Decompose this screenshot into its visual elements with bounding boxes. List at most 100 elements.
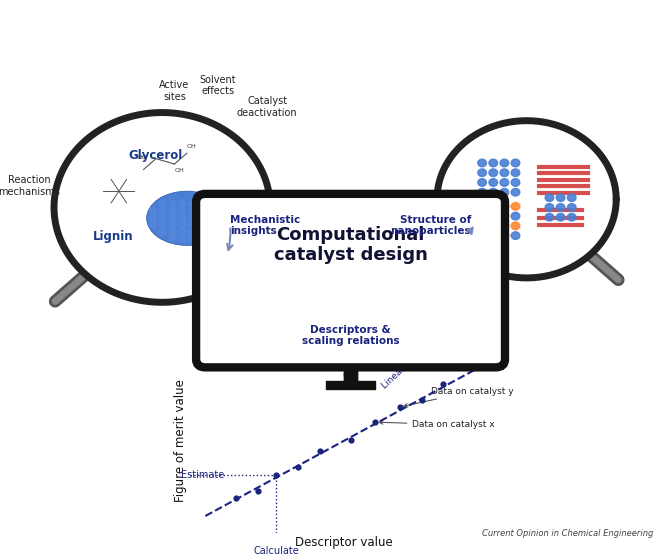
Text: OH: OH [175, 168, 184, 173]
Circle shape [556, 204, 565, 211]
Circle shape [199, 228, 206, 235]
Circle shape [478, 179, 486, 186]
Circle shape [189, 207, 196, 214]
Circle shape [478, 159, 486, 167]
Text: Descriptors &
scaling relations: Descriptors & scaling relations [301, 325, 400, 346]
Circle shape [511, 222, 520, 229]
Text: Structure of
nanoparticles: Structure of nanoparticles [390, 214, 471, 236]
Text: OH: OH [187, 144, 197, 149]
Circle shape [478, 203, 486, 210]
Polygon shape [437, 121, 616, 278]
Circle shape [500, 179, 509, 186]
Text: Computational
catalyst design: Computational catalyst design [273, 226, 428, 265]
Circle shape [489, 188, 498, 196]
Circle shape [209, 228, 216, 235]
Circle shape [179, 214, 186, 221]
Text: HO: HO [137, 155, 147, 160]
Text: Glycerol: Glycerol [129, 149, 183, 162]
Circle shape [159, 228, 167, 235]
Circle shape [179, 207, 186, 214]
Circle shape [478, 232, 486, 240]
Circle shape [545, 194, 554, 202]
Circle shape [189, 222, 196, 228]
Circle shape [179, 236, 186, 242]
Circle shape [568, 194, 576, 202]
Circle shape [189, 214, 196, 221]
Circle shape [511, 179, 520, 186]
Text: Active
sites: Active sites [159, 80, 189, 102]
Circle shape [169, 201, 176, 207]
Circle shape [199, 201, 206, 207]
Circle shape [511, 169, 520, 177]
Text: Lignin: Lignin [93, 230, 133, 243]
Circle shape [199, 207, 206, 214]
Text: Mechanistic
insights: Mechanistic insights [230, 214, 300, 236]
Circle shape [159, 222, 167, 228]
Circle shape [500, 222, 509, 229]
Circle shape [489, 203, 498, 210]
Circle shape [189, 201, 196, 207]
Circle shape [169, 207, 176, 214]
Circle shape [545, 204, 554, 211]
Circle shape [169, 228, 176, 235]
Circle shape [199, 214, 206, 221]
Polygon shape [344, 365, 357, 381]
Circle shape [159, 201, 167, 207]
FancyBboxPatch shape [196, 194, 505, 368]
Circle shape [209, 214, 216, 221]
Circle shape [199, 222, 206, 228]
Circle shape [159, 207, 167, 214]
Circle shape [489, 232, 498, 240]
Text: Catalyst
deactivation: Catalyst deactivation [237, 96, 297, 118]
Circle shape [545, 213, 554, 221]
Text: Current Opinion in Chemical Engineering: Current Opinion in Chemical Engineering [482, 529, 653, 538]
Circle shape [511, 232, 520, 240]
Circle shape [478, 222, 486, 229]
Circle shape [511, 212, 520, 220]
Circle shape [169, 214, 176, 221]
Circle shape [489, 179, 498, 186]
Circle shape [149, 207, 157, 214]
Circle shape [169, 222, 176, 228]
Circle shape [500, 169, 509, 177]
Circle shape [169, 236, 176, 242]
Circle shape [209, 207, 216, 214]
Circle shape [500, 188, 509, 196]
Circle shape [556, 194, 565, 202]
Circle shape [489, 212, 498, 220]
Ellipse shape [147, 191, 227, 246]
Circle shape [209, 222, 216, 228]
Circle shape [500, 232, 509, 240]
Circle shape [218, 222, 225, 228]
Circle shape [209, 201, 216, 207]
Polygon shape [54, 113, 270, 302]
Circle shape [489, 169, 498, 177]
Circle shape [179, 228, 186, 235]
Circle shape [500, 212, 509, 220]
Circle shape [568, 204, 576, 211]
Circle shape [511, 203, 520, 210]
Circle shape [218, 207, 225, 214]
Circle shape [511, 188, 520, 196]
Circle shape [179, 222, 186, 228]
Circle shape [568, 213, 576, 221]
Circle shape [489, 159, 498, 167]
Circle shape [159, 214, 167, 221]
Circle shape [556, 213, 565, 221]
Circle shape [218, 214, 225, 221]
Circle shape [489, 222, 498, 229]
Circle shape [478, 169, 486, 177]
Circle shape [189, 228, 196, 235]
Text: Solvent
effects: Solvent effects [199, 75, 236, 96]
Circle shape [511, 159, 520, 167]
Circle shape [149, 214, 157, 221]
Circle shape [179, 201, 186, 207]
Circle shape [189, 236, 196, 242]
Circle shape [149, 222, 157, 228]
Text: Reaction
mechanisms: Reaction mechanisms [0, 175, 60, 197]
Circle shape [500, 203, 509, 210]
Circle shape [478, 188, 486, 196]
Circle shape [478, 212, 486, 220]
Circle shape [199, 236, 206, 242]
Circle shape [500, 159, 509, 167]
